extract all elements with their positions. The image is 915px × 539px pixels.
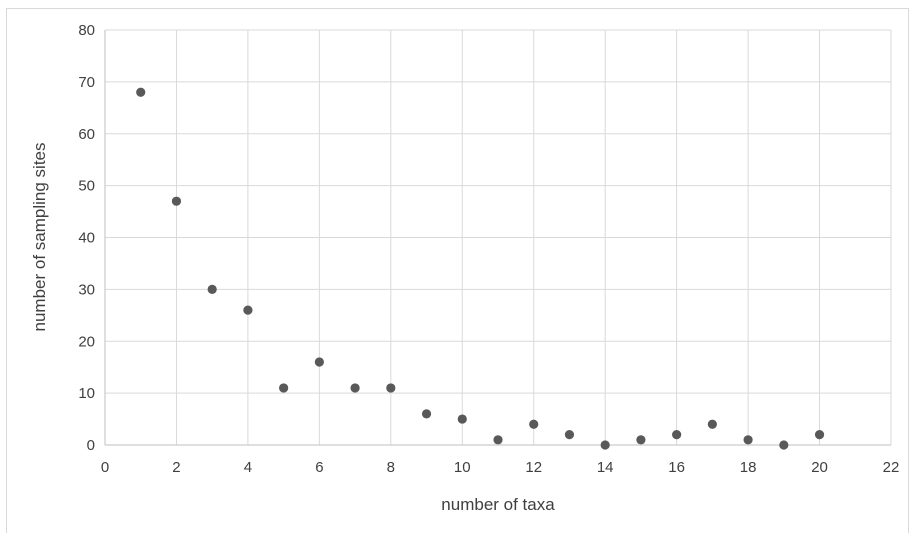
x-tick-label: 2 <box>172 459 180 476</box>
data-point <box>171 196 182 206</box>
data-point <box>636 435 646 445</box>
y-tick-label: 10 <box>78 385 95 402</box>
x-tick-label: 10 <box>454 459 471 476</box>
axes <box>104 30 891 446</box>
x-tick-label: 8 <box>387 459 395 476</box>
tick-labels: 0 10 20 30 40 50 60 70 80 0 2 4 6 8 10 12 14 16 18 20 22 <box>78 22 899 476</box>
x-tick-label: 4 <box>244 459 252 476</box>
x-axis-title: number of taxa <box>441 495 555 514</box>
y-tick-label: 60 <box>78 126 95 143</box>
y-tick-label: 80 <box>78 22 95 39</box>
x-tick-label: 16 <box>668 459 685 476</box>
data-point <box>207 284 217 294</box>
data-point <box>564 430 575 440</box>
data-point <box>707 419 717 429</box>
x-tick-label: 22 <box>883 459 900 476</box>
gridlines <box>105 29 892 445</box>
data-point <box>136 87 146 97</box>
y-tick-label: 70 <box>78 74 95 91</box>
data-point <box>243 305 253 315</box>
y-tick-label: 50 <box>78 178 95 195</box>
y-tick-label: 30 <box>78 281 95 298</box>
chart-frame <box>6 8 909 533</box>
y-axis-title: number of sampling sites <box>30 143 49 332</box>
x-tick-label: 12 <box>525 459 542 476</box>
data-point <box>386 383 396 393</box>
x-tick-label: 14 <box>597 459 614 476</box>
data-point <box>814 430 825 440</box>
data-point <box>672 430 682 440</box>
data-point <box>493 435 503 445</box>
x-tick-label: 18 <box>740 459 757 476</box>
data-point <box>279 383 289 393</box>
data-point <box>314 357 324 367</box>
y-tick-label: 0 <box>87 437 95 454</box>
y-tick-label: 40 <box>78 230 95 247</box>
data-point <box>779 440 789 450</box>
data-point <box>529 419 539 429</box>
x-tick-label: 20 <box>811 459 828 476</box>
x-tick-label: 6 <box>315 459 323 476</box>
x-tick-label: 0 <box>101 459 109 476</box>
data-point <box>421 409 432 419</box>
data-point <box>600 440 610 450</box>
data-point <box>457 414 467 424</box>
y-tick-label: 20 <box>78 333 95 350</box>
data-points <box>136 87 825 450</box>
data-point <box>350 383 360 393</box>
data-point <box>743 435 753 445</box>
